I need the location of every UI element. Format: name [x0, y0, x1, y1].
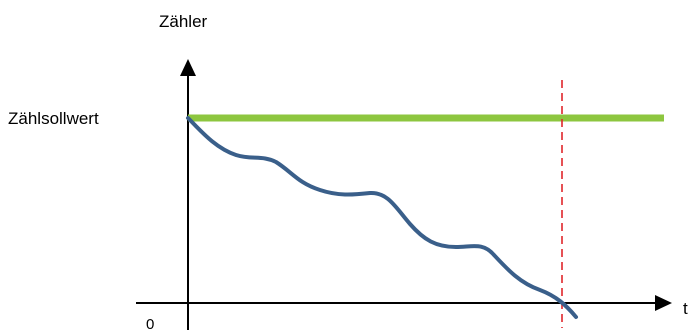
x-axis-arrowhead [655, 295, 672, 311]
counter-curve [186, 116, 578, 319]
setpoint-label: Zählsollwert [8, 109, 99, 128]
y-axis-label: Zähler [159, 12, 208, 31]
x-axis-label: t [683, 299, 688, 318]
y-axis-arrowhead [180, 59, 196, 76]
origin-label: 0 [146, 316, 154, 330]
